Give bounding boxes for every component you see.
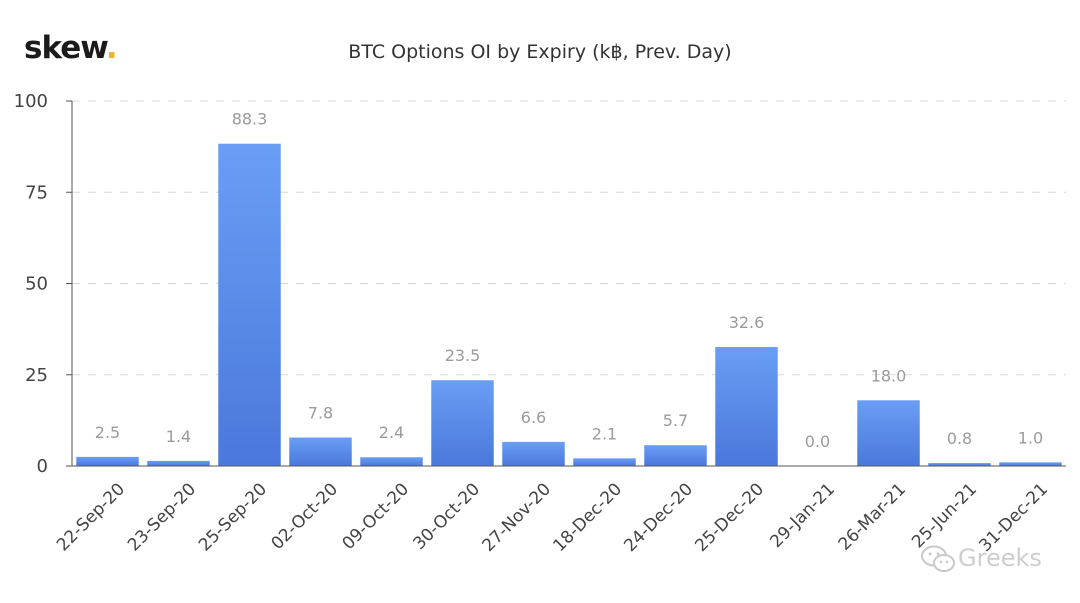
bar-24-dec-20 [644,445,707,466]
x-tick-label: 24-Dec-20 [620,479,697,556]
data-label: 2.4 [379,423,404,442]
data-label: 0.0 [805,432,830,451]
brand-dot: . [105,30,118,66]
brand-name: skew [24,30,107,66]
bar-31-dec-21 [999,462,1062,466]
x-tick-label: 22-Sep-20 [53,479,129,555]
watermark-text: Greeks [958,544,1042,572]
bar-26-mar-21 [857,400,920,466]
data-label: 1.0 [1018,428,1043,447]
data-label: 0.8 [947,429,972,448]
bar-02-oct-20 [289,437,352,466]
bar-09-oct-20 [360,457,423,466]
x-tick-label: 23-Sep-20 [124,479,200,555]
bar-23-sep-20 [147,460,210,466]
x-tick-label: 29-Jan-21 [766,479,839,552]
bar-27-nov-20 [502,441,565,466]
data-label: 32.6 [729,313,765,332]
data-label: 2.5 [95,423,120,442]
x-tick-label: 25-Dec-20 [691,479,768,556]
y-tick-label: 25 [25,365,48,386]
x-tick-label: 26-Mar-21 [835,479,910,554]
y-tick-label: 0 [37,456,48,477]
x-tick-label: 27-Nov-20 [478,479,555,556]
data-label: 23.5 [445,346,481,365]
bar-25-jun-21 [928,463,991,466]
data-label: 18.0 [871,366,907,385]
data-label: 6.6 [521,408,546,427]
bar-18-dec-20 [573,458,636,466]
bar-30-oct-20 [431,380,494,466]
chart-title: BTC Options OI by Expiry (k฿, Prev. Day) [348,41,732,63]
data-label: 7.8 [308,404,333,423]
bar-22-sep-20 [76,456,139,466]
x-tick-label: 25-Jun-21 [908,479,981,552]
x-tick-label: 18-Dec-20 [549,479,626,556]
data-label: 88.3 [232,110,268,129]
x-tick-label: 02-Oct-20 [268,479,343,554]
x-tick-label: 09-Oct-20 [339,479,414,554]
y-tick-label: 75 [25,182,48,203]
bar-25-sep-20 [218,143,281,466]
data-label: 1.4 [166,427,191,446]
y-tick-label: 50 [25,274,48,295]
brand-logo: skew. [24,30,118,66]
data-label: 2.1 [592,424,617,443]
x-tick-label: 25-Sep-20 [195,479,271,555]
bar-25-dec-20 [715,347,778,466]
y-tick-label: 100 [14,91,48,112]
data-label: 5.7 [663,411,688,430]
x-tick-label: 30-Oct-20 [410,479,485,554]
wechat-icon [921,545,955,572]
